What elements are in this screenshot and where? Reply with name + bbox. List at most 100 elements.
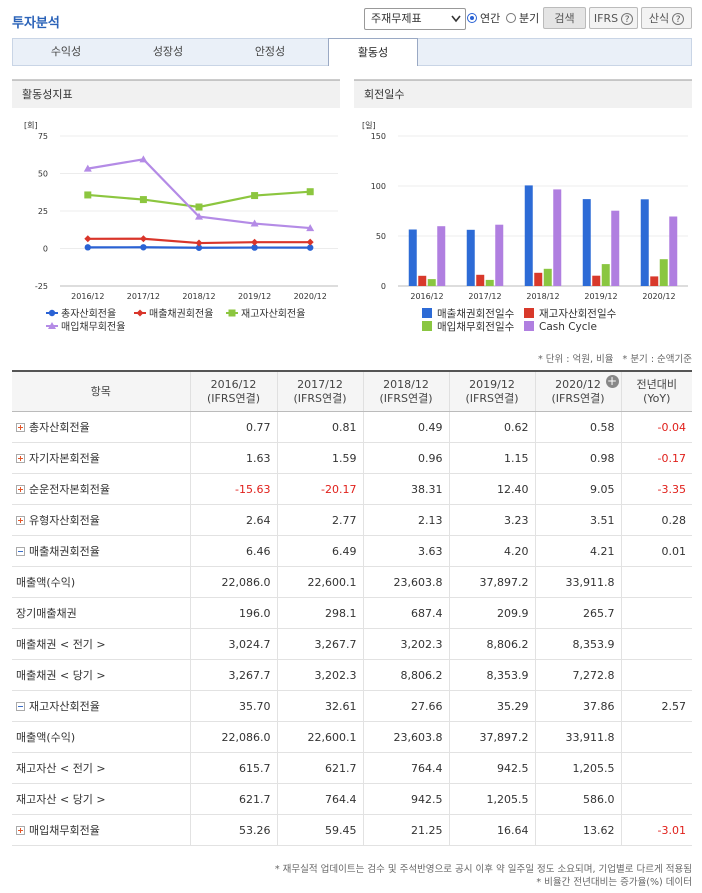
tab[interactable]: 수익성 [50,45,82,58]
tab[interactable]: 안정성 [254,45,286,58]
point [306,238,314,246]
row-label: 재고자산 < 전기 > [12,752,190,784]
table-row: 재고자산 < 전기 > 615.7 621.7 764.4 942.5 1,205.5 [12,752,692,784]
point [251,238,259,246]
ratio-table: 항목 2016/12 (IFRS연결) 2017/12 (IFRS연결) 2018/12(… [12,370,692,846]
yoy-cell: 2.57 [620,690,692,722]
label-text: 재고자산 < 전기 > [16,762,106,775]
toggle[interactable] [16,516,25,525]
value-cell: 764.4 [362,752,449,784]
caret [451,15,461,23]
select-text: 주재무제표 [371,12,422,25]
value-cell: 22,086.0 [189,566,277,598]
value-cell: 3,267.7 [276,628,363,660]
value-cell: 32.61 [276,690,363,722]
toggle[interactable] [16,826,25,835]
expand-icon[interactable]: + [605,374,619,388]
legend-label: 매출채권회전율 [149,308,213,320]
table-row: 순운전자본회전율 -15.63 -20.17 38.31 12.40 9.05 -3.35 [12,473,692,505]
value-cell: 37,897.2 [448,566,535,598]
x-tick-label: 2016/12 [410,292,443,301]
y-tick-label: 0 [43,245,48,254]
radio-annual[interactable]: 연간 [467,10,500,26]
yoy-cell: -0.04 [620,411,692,443]
value-cell: 22,600.1 [276,566,363,598]
yoy-cell [620,597,692,629]
x-tick-label: 2017/12 [468,292,501,301]
period: 2016/12 [210,377,257,391]
formula-button[interactable]: 산식? [641,7,692,29]
y-unit: [일] [362,121,376,130]
label-text: 매출액(수익) [16,731,76,744]
note: * 분기 : 순액기준 [622,354,692,365]
help-icon: ? [672,13,685,25]
toggle[interactable] [16,454,25,463]
row-label: 자기자본회전율 [12,442,190,474]
bar [601,264,610,286]
y-tick-label: 0 [381,282,386,291]
point [139,196,147,204]
toggle[interactable] [16,485,25,494]
toggle[interactable] [16,423,25,432]
value-cell: 7,272.8 [534,659,621,691]
legend-label: Cash Cycle [539,321,597,333]
toggle[interactable] [16,702,25,711]
bar [437,226,446,286]
period: 2017/12 [297,377,343,391]
row-label: 매출채권 < 당기 > [12,659,190,691]
panel-title: 회전일수 [364,87,404,101]
legend-swatch [524,308,534,318]
value-cell: 0.58 [534,411,621,443]
value-cell: 3,202.3 [362,628,449,660]
value-cell: 23,603.8 [362,566,449,598]
series-line [87,158,311,230]
bar [427,279,436,286]
footnote: * 비율간 전년대비는 증가율(%) 데이터 [536,877,692,888]
value-cell: 621.7 [189,783,277,815]
value-cell: 1.15 [448,442,535,474]
y-tick-label: 50 [38,170,48,179]
value-cell: 6.46 [189,535,277,567]
statement-select[interactable]: 주재무제표 [364,8,466,30]
value-cell: 0.98 [534,442,621,474]
search-button[interactable]: 검색 [543,7,586,29]
yoy-label: 전년대비 [636,377,677,391]
point [250,219,259,227]
radio-dot [506,13,516,23]
value-cell: 0.77 [189,411,277,443]
value-cell: 2.64 [189,504,277,536]
bar [582,199,591,286]
header-cell: 항목 [12,371,190,412]
point [306,188,314,196]
period: 2018/12 [383,377,429,391]
label-text: 순운전자본회전율 [29,483,110,496]
value-cell: 0.49 [362,411,449,443]
row-label: 장기매출채권 [12,597,190,629]
value-cell: 4.20 [448,535,535,567]
value-cell: 2.13 [362,504,449,536]
value-cell: 3.51 [534,504,621,536]
table-row: 총자산회전율 0.77 0.81 0.49 0.62 0.58 -0.04 [12,411,692,443]
row-label: 매출채권회전율 [12,535,190,567]
value-cell: 1.63 [189,442,277,474]
y-tick-label: 150 [371,132,386,141]
row-label: 순운전자본회전율 [12,473,190,505]
yoy-cell [620,752,692,784]
x-tick-label: 2018/12 [182,292,215,301]
value-cell: 4.21 [534,535,621,567]
yoy-cell [620,566,692,598]
value-cell: 0.62 [448,411,535,443]
y-tick-label: -25 [35,282,48,291]
label-text: 재고자산회전율 [29,700,100,713]
row-label: 총자산회전율 [12,411,190,443]
value-cell: 2.77 [276,504,363,536]
tab[interactable]: 활동성 [328,38,418,66]
value-cell: 37,897.2 [448,721,535,753]
label-text: 매출채권회전율 [29,545,100,558]
legend-marker [228,309,236,317]
tab[interactable]: 성장성 [152,45,184,58]
basis: (IFRS연결) [379,391,433,405]
ifrs-button[interactable]: IFRS? [589,7,638,29]
toggle[interactable] [16,547,25,556]
radio-quarter[interactable]: 분기 [506,10,539,26]
